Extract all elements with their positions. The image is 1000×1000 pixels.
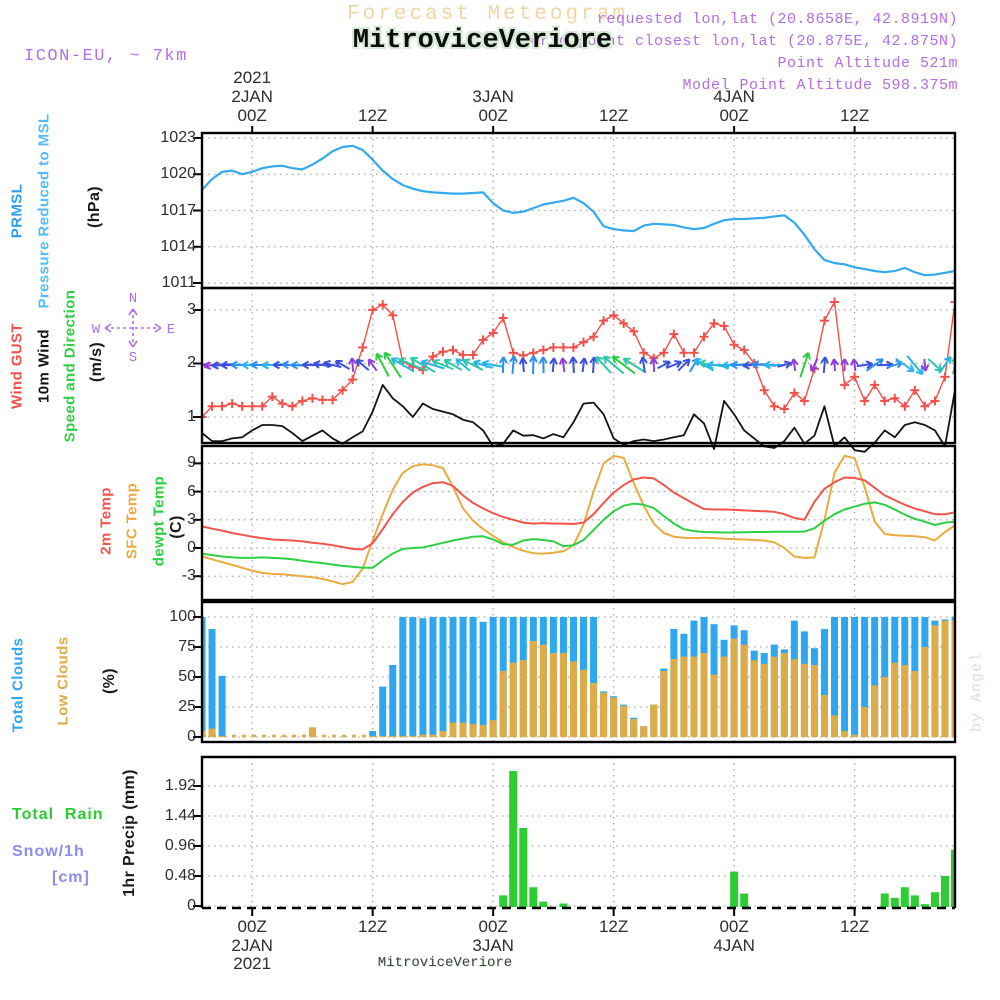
date-label-bottom: 4JAN bbox=[713, 936, 755, 955]
date-label-top: 3JAN bbox=[472, 87, 514, 106]
t2m-series bbox=[202, 476, 955, 551]
date-label-top: 4JAN bbox=[713, 87, 755, 106]
tsfc-series bbox=[202, 454, 955, 586]
compass-rose: N W E S bbox=[92, 291, 175, 366]
time-tick-label-bottom: 00Z bbox=[478, 917, 508, 936]
time-tick-label-top: 00Z bbox=[719, 106, 749, 125]
y-tick-label: 100 bbox=[169, 607, 196, 625]
time-tick-label-bottom: 12Z bbox=[598, 917, 629, 936]
gust-series bbox=[202, 301, 955, 418]
wind-speed-series bbox=[202, 383, 955, 453]
model-label: ICON-EU, ~ 7km bbox=[24, 47, 188, 66]
y-tick-label: 1014 bbox=[160, 237, 196, 255]
compass-s: S bbox=[129, 350, 137, 366]
y-tick-label: 1 bbox=[187, 407, 196, 425]
time-tick-label-bottom: 12Z bbox=[358, 917, 388, 936]
date-label-top: 2JAN bbox=[231, 87, 273, 106]
meta-point-altitude: Point Altitude 521m bbox=[777, 55, 958, 72]
panel-frames bbox=[200, 131, 957, 910]
y-tick-label: 2 bbox=[187, 354, 196, 372]
y-tick-label: 0 bbox=[187, 539, 196, 556]
y-tick-label: 6 bbox=[187, 482, 196, 500]
y-tick-label: 9 bbox=[187, 454, 196, 472]
y-tick-label: 0 bbox=[187, 897, 196, 914]
gridlines bbox=[202, 133, 955, 908]
gust-plus-markers bbox=[202, 297, 955, 422]
axis-ticks bbox=[193, 126, 856, 916]
station-title: MitroviceVeriore bbox=[352, 26, 613, 56]
cloud-bars bbox=[202, 616, 955, 737]
footer-station-label: MitroviceVeriore bbox=[377, 955, 513, 971]
year-label-top: 2021 bbox=[233, 68, 272, 87]
y-tick-label: 0 bbox=[187, 727, 196, 745]
time-tick-label-top: 12Z bbox=[358, 106, 388, 125]
rain-legend-label: Total Rain bbox=[12, 806, 104, 823]
meta-model-altitude: Model Point Altitude 598.375m bbox=[682, 77, 958, 94]
y-tick-label: 25 bbox=[178, 697, 196, 715]
time-tick-label-top: 00Z bbox=[237, 106, 267, 125]
y-tick-label: 1017 bbox=[160, 201, 196, 219]
precip-bars bbox=[499, 771, 955, 907]
y-tick-label: 50 bbox=[178, 667, 196, 685]
time-tick-label-bottom: 00Z bbox=[237, 917, 267, 936]
date-label-bottom: 2JAN bbox=[231, 936, 273, 955]
y-tick-label: -3 bbox=[181, 567, 196, 585]
time-tick-label-top: 00Z bbox=[478, 106, 508, 125]
compass-e: E bbox=[167, 322, 175, 338]
time-tick-label-bottom: 12Z bbox=[839, 917, 870, 936]
wind-direction-arrows bbox=[202, 351, 955, 379]
compass-w: W bbox=[92, 322, 101, 338]
meta-closest-point: grid point closest lon,lat (20.875E, 42.… bbox=[530, 33, 958, 50]
tdew-series bbox=[202, 501, 955, 569]
snow-legend-label: Snow/1h bbox=[12, 843, 85, 860]
compass-n: N bbox=[129, 291, 137, 307]
y-tick-label: 0.96 bbox=[164, 837, 196, 854]
meta-requested: requested lon,lat (20.8658E, 42.8919N) bbox=[596, 11, 958, 28]
y-tick-label: 1.44 bbox=[164, 807, 196, 824]
date-label-bottom: 3JAN bbox=[472, 936, 514, 955]
y-tick-label: 3 bbox=[187, 510, 196, 528]
y-tick-label: 1.92 bbox=[164, 777, 196, 794]
y-tick-label: 1011 bbox=[161, 274, 196, 292]
y-tick-label: 1020 bbox=[160, 165, 196, 183]
pressure-series bbox=[202, 144, 955, 277]
time-tick-label-bottom: 00Z bbox=[719, 917, 749, 936]
y-tick-label: 1023 bbox=[160, 128, 196, 146]
year-label-bottom: 2021 bbox=[233, 954, 272, 973]
y-tick-label: 75 bbox=[178, 637, 196, 655]
y-tick-label: 3 bbox=[187, 300, 196, 318]
banner-title: Forecast Meteogram bbox=[347, 3, 628, 26]
time-tick-label-top: 12Z bbox=[839, 106, 870, 125]
time-tick-label-top: 12Z bbox=[598, 106, 629, 125]
y-tick-label: 0.48 bbox=[164, 867, 196, 884]
snow-unit-label: [cm] bbox=[52, 869, 90, 886]
